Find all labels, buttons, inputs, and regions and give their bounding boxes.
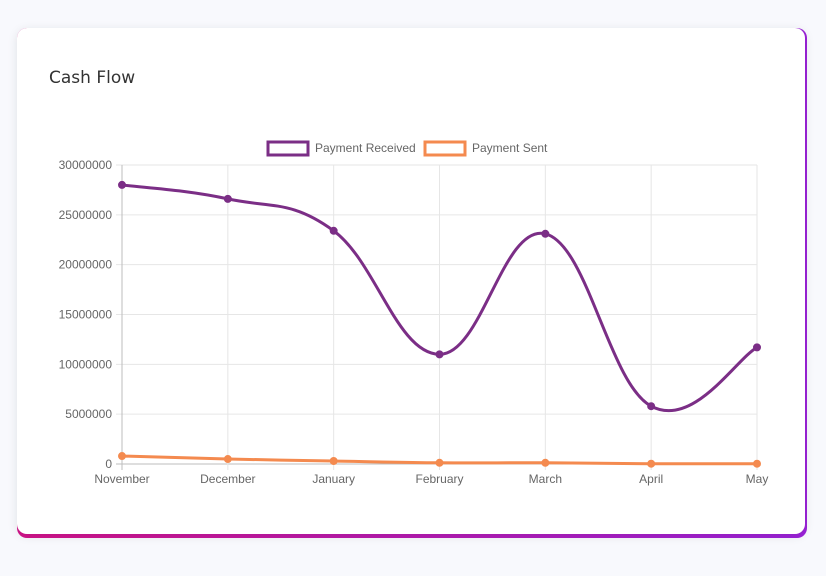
data-point[interactable]	[435, 458, 444, 467]
data-point[interactable]	[753, 343, 761, 352]
x-tick-label: January	[312, 472, 355, 486]
x-tick-label: December	[200, 472, 255, 486]
x-tick-label: May	[746, 472, 769, 486]
legend-label[interactable]: Payment Sent	[472, 141, 548, 155]
data-point[interactable]	[647, 459, 656, 468]
y-tick-label: 5000000	[65, 407, 112, 421]
y-tick-label: 10000000	[59, 357, 113, 371]
data-point[interactable]	[223, 455, 232, 464]
x-tick-label: February	[415, 472, 463, 486]
x-tick-label: March	[529, 472, 562, 486]
data-point[interactable]	[541, 458, 550, 467]
data-point[interactable]	[753, 459, 761, 468]
axes: 30000000 25000000 20000000 15000000 10000000…	[59, 158, 769, 486]
series-lines	[118, 180, 761, 468]
legend: Payment Received Payment Sent	[266, 140, 548, 157]
data-point[interactable]	[223, 194, 232, 203]
y-tick-label: 0	[105, 457, 112, 471]
y-tick-label: 20000000	[59, 258, 113, 272]
data-point[interactable]	[329, 226, 338, 235]
legend-label[interactable]: Payment Received	[315, 141, 416, 155]
data-point[interactable]	[435, 350, 444, 359]
x-tick-label: April	[639, 472, 663, 486]
data-point[interactable]	[329, 457, 338, 466]
data-point[interactable]	[541, 229, 550, 238]
x-tick-label: November	[94, 472, 149, 486]
data-point[interactable]	[118, 180, 126, 189]
grid-lines	[116, 164, 758, 470]
legend-swatch[interactable]	[266, 140, 310, 157]
card-title: Cash Flow	[49, 68, 136, 88]
y-tick-label: 30000000	[59, 158, 113, 172]
data-point[interactable]	[118, 452, 126, 461]
y-tick-label: 15000000	[59, 308, 113, 322]
y-tick-label: 25000000	[59, 208, 113, 222]
cash-flow-card: Cash Flow	[17, 28, 805, 534]
legend-swatch[interactable]	[423, 140, 467, 157]
data-point[interactable]	[647, 402, 656, 411]
